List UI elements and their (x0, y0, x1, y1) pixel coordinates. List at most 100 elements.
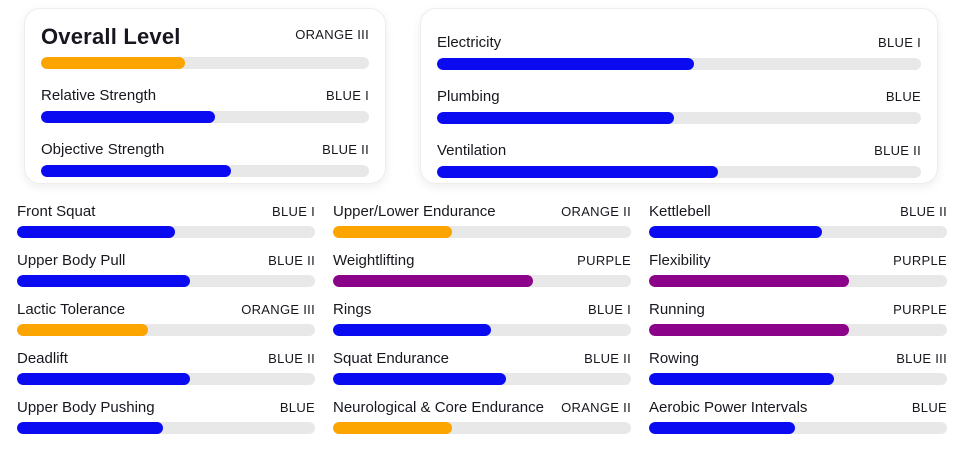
stat-level-badge: BLUE II (268, 351, 315, 366)
stat-level-badge: BLUE II (322, 142, 369, 157)
progress-fill (17, 422, 164, 434)
stat-row: Deadlift BLUE II (17, 349, 315, 385)
progress-fill (41, 111, 215, 123)
progress-track (437, 166, 921, 178)
stat-level-badge: BLUE II (584, 351, 631, 366)
stat-level-badge: BLUE I (588, 302, 631, 317)
stat-head: Kettlebell BLUE II (649, 202, 947, 222)
stat-row: Upper Body Pull BLUE II (17, 251, 315, 287)
progress-fill (437, 58, 694, 70)
stat-row: Relative Strength BLUE I (41, 86, 369, 123)
stat-row: Aerobic Power Intervals BLUE (649, 398, 947, 434)
stat-level-badge: BLUE II (874, 143, 921, 158)
stat-level-badge: BLUE (885, 89, 921, 104)
stat-row: Rings BLUE I (333, 300, 631, 336)
progress-track (41, 111, 369, 123)
stat-level-badge: PURPLE (893, 302, 947, 317)
stat-level-badge: BLUE I (878, 35, 921, 50)
progress-track (17, 275, 315, 287)
progress-fill (41, 165, 232, 177)
progress-fill (333, 422, 453, 434)
progress-track (333, 226, 631, 238)
stat-level-badge: BLUE II (268, 253, 315, 268)
stat-label: Deadlift (17, 350, 68, 367)
progress-track (17, 324, 315, 336)
progress-fill (437, 112, 675, 124)
stat-label: Rings (333, 301, 372, 318)
stat-level-badge: ORANGE III (241, 302, 315, 317)
stat-head: Weightlifting PURPLE (333, 251, 631, 271)
stat-head: Ventilation BLUE II (437, 141, 921, 161)
progress-fill (649, 275, 849, 287)
stat-row: Upper Body Pushing BLUE (17, 398, 315, 434)
stats-grid-column-3: Kettlebell BLUE II Flexibility PURPLE Ru… (649, 202, 947, 434)
stat-label: Squat Endurance (333, 350, 449, 367)
progress-track (17, 373, 315, 385)
stat-label: Flexibility (649, 252, 711, 269)
progress-track (649, 226, 947, 238)
stat-row: Electricity BLUE I (437, 33, 921, 70)
stat-level-badge: PURPLE (577, 253, 631, 268)
stat-label: Upper/Lower Endurance (333, 203, 496, 220)
progress-track (437, 112, 921, 124)
stat-head: Overall Level ORANGE III (41, 23, 369, 51)
progress-fill (649, 373, 834, 385)
stat-row: Overall Level ORANGE III (41, 23, 369, 69)
progress-track (17, 226, 315, 238)
stat-label: Relative Strength (41, 87, 157, 104)
stat-label: Neurological & Core Endurance (333, 399, 544, 416)
stat-level-badge: ORANGE II (561, 400, 631, 415)
stat-level-badge: ORANGE II (561, 204, 631, 219)
utilities-card-rows: Electricity BLUE I Plumbing BLUE Ventila… (437, 33, 921, 178)
progress-fill (437, 166, 718, 178)
stat-label: Kettlebell (649, 203, 711, 220)
progress-track (333, 275, 631, 287)
stat-label: Electricity (437, 34, 502, 51)
progress-fill (41, 57, 186, 69)
stat-head: Relative Strength BLUE I (41, 86, 369, 106)
progress-track (649, 422, 947, 434)
stat-head: Rowing BLUE III (649, 349, 947, 369)
stat-head: Front Squat BLUE I (17, 202, 315, 222)
progress-fill (649, 324, 849, 336)
stat-label: Front Squat (17, 203, 96, 220)
progress-fill (333, 226, 453, 238)
stat-row: Ventilation BLUE II (437, 141, 921, 178)
stat-label: Objective Strength (41, 141, 165, 158)
progress-track (649, 275, 947, 287)
stat-level-badge: BLUE (279, 400, 315, 415)
overall-level-title: Overall Level (41, 24, 181, 49)
stat-level-badge: BLUE II (900, 204, 947, 219)
progress-track (437, 58, 921, 70)
stat-head: Neurological & Core Endurance ORANGE II (333, 398, 631, 418)
progress-track (333, 324, 631, 336)
stats-grid-column-1: Front Squat BLUE I Upper Body Pull BLUE … (17, 202, 315, 434)
stat-row: Front Squat BLUE I (17, 202, 315, 238)
stat-label: Upper Body Pushing (17, 399, 155, 416)
stat-label: Aerobic Power Intervals (649, 399, 808, 416)
stat-row: Neurological & Core Endurance ORANGE II (333, 398, 631, 434)
progress-track (333, 422, 631, 434)
overall-level-card-rows: Overall Level ORANGE III Relative Streng… (41, 23, 369, 177)
progress-track (649, 373, 947, 385)
stat-row: Weightlifting PURPLE (333, 251, 631, 287)
progress-fill (333, 275, 533, 287)
progress-track (41, 165, 369, 177)
progress-track (17, 422, 315, 434)
stat-head: Plumbing BLUE (437, 87, 921, 107)
progress-fill (17, 373, 190, 385)
stat-label: Ventilation (437, 142, 507, 159)
progress-track (41, 57, 369, 69)
stat-head: Objective Strength BLUE II (41, 140, 369, 160)
stat-head: Lactic Tolerance ORANGE III (17, 300, 315, 320)
stat-head: Deadlift BLUE II (17, 349, 315, 369)
stat-level-badge: ORANGE III (295, 27, 369, 42)
stat-row: Plumbing BLUE (437, 87, 921, 124)
stats-grid-column-2: Upper/Lower Endurance ORANGE II Weightli… (333, 202, 631, 434)
stat-label: Upper Body Pull (17, 252, 126, 269)
stat-level-badge: BLUE I (272, 204, 315, 219)
stat-level-badge: BLUE III (896, 351, 947, 366)
progress-fill (17, 275, 190, 287)
stat-row: Objective Strength BLUE II (41, 140, 369, 177)
stat-level-badge: BLUE (911, 400, 947, 415)
